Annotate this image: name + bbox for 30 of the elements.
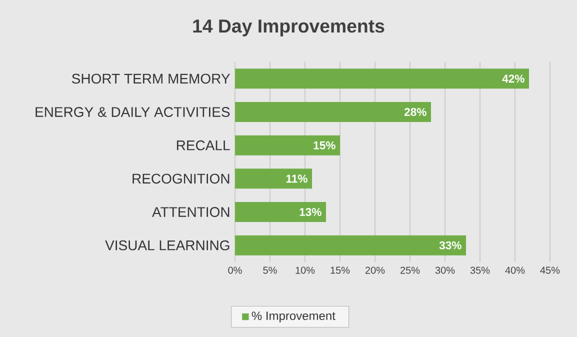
bar: [235, 235, 466, 256]
x-tick-label: 30%: [435, 266, 455, 274]
x-tick-label: 0%: [228, 266, 242, 274]
data-label: 42%: [502, 74, 524, 83]
y-tick-label: VISUAL LEARNING: [105, 240, 230, 250]
x-tick-label: 5%: [263, 266, 277, 274]
x-tick-label: 35%: [470, 266, 490, 274]
x-tick-label: 25%: [400, 266, 420, 274]
x-tick-label: 20%: [365, 266, 385, 274]
y-tick-label: ATTENTION: [152, 207, 230, 217]
legend-label: % Improvement: [252, 312, 336, 322]
bar: [235, 135, 340, 156]
bar: [235, 202, 326, 222]
bar: [235, 168, 312, 189]
bar: [235, 68, 529, 89]
y-tick-label: SHORT TERM MEMORY: [72, 74, 230, 84]
data-label: 15%: [314, 141, 336, 150]
data-label: 33%: [439, 241, 462, 250]
x-tick-label: 15%: [330, 266, 350, 274]
data-label: 28%: [404, 108, 426, 116]
x-tick-label: 45%: [540, 266, 560, 274]
y-tick-label: RECALL: [176, 140, 230, 150]
data-label: 13%: [300, 208, 322, 216]
x-tick-label: 10%: [296, 266, 315, 274]
chart-title: 14 Day Improvements: [193, 20, 384, 36]
x-tick-label: 40%: [505, 266, 525, 274]
y-tick-label: RECOGNITION: [132, 174, 230, 184]
y-tick-label: ENERGY & DAILY ACTIVITIES: [36, 107, 230, 117]
bar: [235, 102, 431, 122]
data-label: 11%: [286, 174, 308, 183]
